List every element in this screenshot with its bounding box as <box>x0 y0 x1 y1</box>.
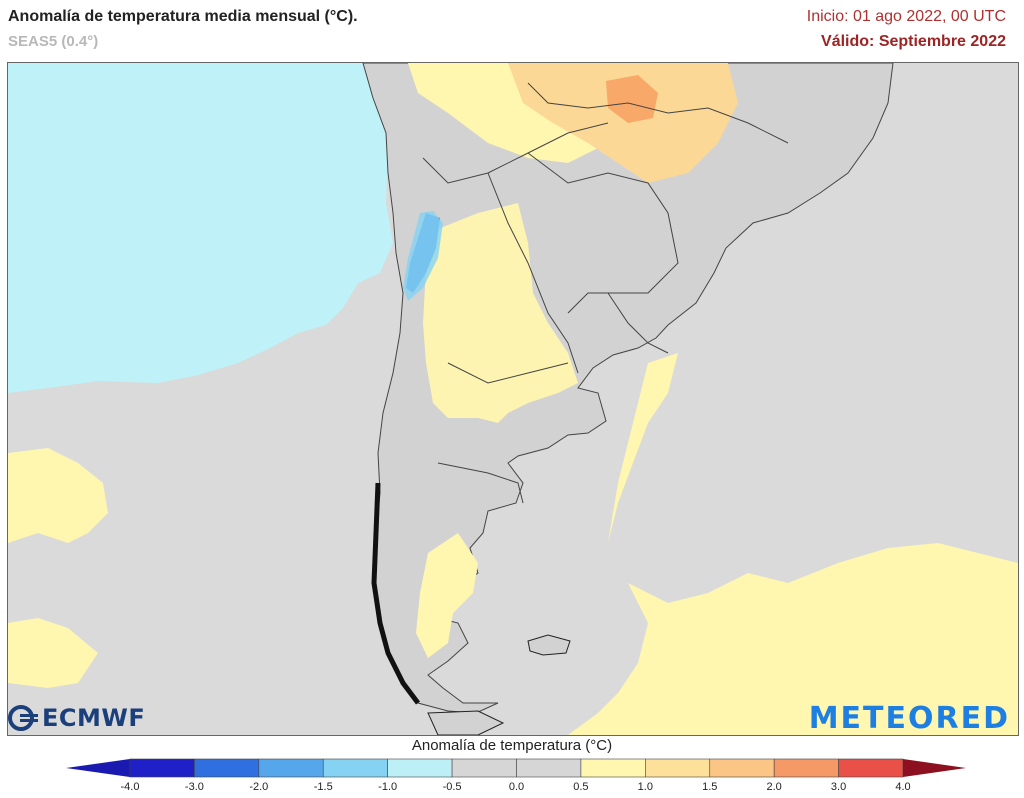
argentina-warm-region <box>423 203 578 423</box>
colorbar-segment <box>580 758 646 778</box>
colorbar-segment <box>645 758 711 778</box>
colorbar-segment <box>451 758 517 778</box>
tierra-del-fuego <box>427 710 505 735</box>
colorbar-tick-label: 4.0 <box>895 781 911 793</box>
map-canvas <box>8 63 1018 735</box>
colorbar-tick-label: -1.0 <box>378 781 398 793</box>
ecmwf-logo: ECMWF <box>8 703 145 733</box>
colorbar-tick-label: 1.5 <box>702 781 718 793</box>
south-pacific-warm-region <box>8 448 108 543</box>
country-borders <box>422 82 789 504</box>
color-scale-ticks: -4.0 -3.0 -2.0 -1.5 -1.0 -0.5 0.0 0.5 1.0 1.5 2.0 3… <box>0 781 1024 797</box>
falkland-islands <box>527 634 571 656</box>
colorbar-high-arrow <box>903 759 966 777</box>
colorbar-segment <box>194 758 260 778</box>
color-scale-bar <box>66 758 966 778</box>
colorbar-tick-label: -1.5 <box>313 781 333 793</box>
colorbar-segment <box>258 758 324 778</box>
colorbar-segment <box>322 758 388 778</box>
colorbar-low-arrow <box>66 759 130 777</box>
chile-fjord-coast <box>371 482 420 705</box>
ecmwf-logo-text: ECMWF <box>42 704 146 732</box>
colorbar-segment <box>773 758 839 778</box>
ecmwf-emblem-icon <box>8 705 38 731</box>
colorbar-tick-label: -3.0 <box>184 781 204 793</box>
legend-title: Anomalía de temperatura (°C) <box>411 737 613 754</box>
init-date: Inicio: 01 ago 2022, 00 UTC <box>806 8 1006 25</box>
colorbar-tick-label: -4.0 <box>120 781 140 793</box>
colorbar-tick-label: 1.0 <box>637 781 653 793</box>
anomaly-map <box>7 62 1019 736</box>
atlantic-warm-region <box>568 353 1018 735</box>
pacific-cool-region <box>8 63 393 393</box>
colorbar-segment <box>838 758 904 778</box>
colorbar-segment <box>516 758 582 778</box>
brazil-warmer-region <box>508 63 738 183</box>
colorbar-tick-label: -2.0 <box>249 781 269 793</box>
colorbar-segment <box>709 758 775 778</box>
colorbar-tick-label: 0.5 <box>573 781 589 793</box>
patagonia-warm-region <box>416 533 478 658</box>
brazil-hot-region <box>606 75 658 123</box>
colorbar-segment <box>129 758 195 778</box>
model-subtitle: SEAS5 (0.4°) <box>8 33 99 50</box>
colorbar-tick-label: 2.0 <box>766 781 782 793</box>
valid-date: Válido: Septiembre 2022 <box>821 33 1006 50</box>
south-pacific-warm-region-2 <box>8 618 98 688</box>
colorbar-tick-label: 0.0 <box>508 781 525 793</box>
colorbar-tick-label: -0.5 <box>442 781 462 793</box>
map-title: Anomalía de temperatura media mensual (°… <box>8 8 358 25</box>
meteored-logo: METEORED <box>808 701 1010 736</box>
colorbar-segment <box>387 758 453 778</box>
colorbar-tick-label: 3.0 <box>830 781 847 793</box>
andes-cool-halo <box>403 211 443 301</box>
